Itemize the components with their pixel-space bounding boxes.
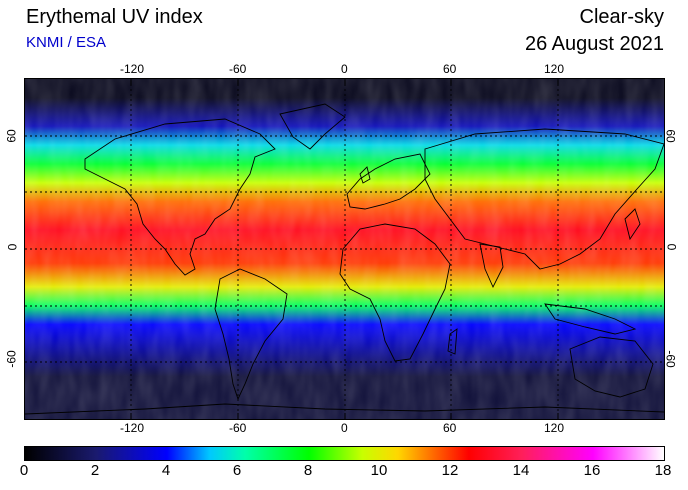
coastline-indonesia <box>544 303 637 335</box>
lon-tick-top: -60 <box>229 62 247 76</box>
colorbar-tick-label: 12 <box>441 462 459 479</box>
lon-tick-bottom: -60 <box>229 421 247 435</box>
colorbar-tick-label: 16 <box>583 462 601 479</box>
lon-tick-top: -120 <box>120 62 145 76</box>
lon-tick-bottom: 0 <box>341 421 348 435</box>
coastline-africa <box>339 223 451 362</box>
map-title: Erythemal UV index <box>26 6 203 28</box>
coastline-india <box>479 243 504 289</box>
coastline-australia <box>569 336 654 398</box>
lat-tick-left: -60 <box>4 350 19 368</box>
colorbar-tick-label: 6 <box>232 462 242 479</box>
gridlines <box>25 79 664 419</box>
lat-tick-right: 0 <box>664 243 679 251</box>
coastline-europe <box>346 153 431 210</box>
uv-field-svg <box>25 79 664 419</box>
frame-ticks <box>130 79 559 419</box>
uv-colorbar <box>24 446 665 461</box>
coastline-antarctica <box>25 403 664 415</box>
date-label: 26 August 2021 <box>524 33 664 55</box>
uv-index-map[interactable] <box>24 78 665 420</box>
sky-condition-label: Clear-sky <box>579 6 664 28</box>
lat-tick-left: 0 <box>5 243 20 251</box>
coastline-greenland <box>279 103 346 150</box>
coastline-north-america <box>84 118 276 276</box>
lon-tick-top: 120 <box>544 62 565 76</box>
colorbar-tick-label: 10 <box>370 462 388 479</box>
lon-tick-bottom: -120 <box>120 421 145 435</box>
colorbar-tick-label: 8 <box>303 462 313 479</box>
lon-tick-bottom: 60 <box>443 421 457 435</box>
colorbar-tick-label: 0 <box>19 462 29 479</box>
lat-tick-left: 60 <box>4 129 19 143</box>
colorbar-tick-label: 18 <box>654 462 672 479</box>
lon-tick-top: 60 <box>443 62 457 76</box>
coastline-madagascar <box>447 328 458 355</box>
provider-label: KNMI / ESA <box>26 34 107 51</box>
colorbar-tick-label: 14 <box>512 462 530 479</box>
lat-tick-right: -60 <box>663 350 678 368</box>
lat-tick-right: 60 <box>663 129 678 143</box>
lon-tick-bottom: 120 <box>544 421 565 435</box>
coastline-south-america <box>214 268 288 401</box>
colorbar-tick-label: 2 <box>90 462 100 479</box>
coastline-japan <box>624 208 641 241</box>
coastline-uk <box>359 166 371 184</box>
lon-tick-top: 0 <box>341 62 348 76</box>
colorbar-tick-label: 4 <box>161 462 171 479</box>
